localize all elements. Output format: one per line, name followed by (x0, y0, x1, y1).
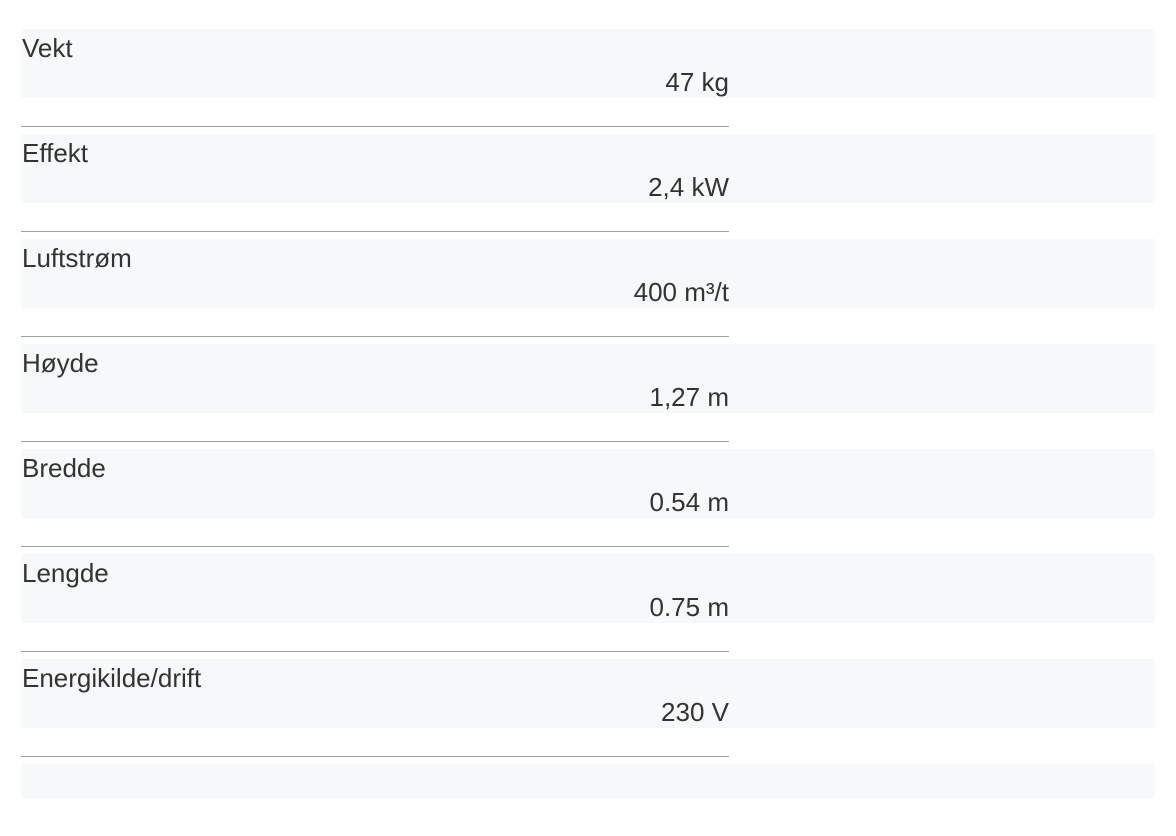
spec-row: Vekt 47 kg (21, 29, 1155, 134)
row-divider (21, 126, 729, 127)
spec-row: Energikilde/drift 230 V (21, 659, 1155, 764)
spec-label: Energikilde/drift (22, 663, 202, 693)
spec-label: Lengde (22, 558, 109, 588)
spec-row-background (21, 659, 1155, 728)
spec-value: 47 kg (665, 67, 729, 97)
spec-row-background (21, 29, 1155, 98)
row-divider (21, 231, 729, 232)
row-divider (21, 441, 729, 442)
row-divider (21, 756, 729, 757)
spec-label: Luftstrøm (22, 243, 132, 273)
spec-label: Vekt (22, 33, 73, 63)
spec-row: Effekt 2,4 kW (21, 134, 1155, 239)
spec-row: Høyde 1,27 m (21, 344, 1155, 449)
spec-value: 0.54 m (649, 487, 730, 517)
spec-row-background (21, 554, 1155, 623)
spec-value: 230 V (661, 697, 729, 727)
spec-row-empty (21, 764, 1155, 798)
spec-value: 2,4 kW (648, 172, 729, 202)
spec-value: 400 m³/t (633, 277, 729, 307)
spec-value: 0.75 m (649, 592, 730, 622)
row-divider (21, 651, 729, 652)
spec-label: Bredde (22, 453, 106, 483)
row-divider (21, 546, 729, 547)
spec-label: Effekt (22, 138, 89, 168)
spec-row: Luftstrøm 400 m³/t (21, 239, 1155, 344)
row-divider (21, 336, 729, 337)
spec-row-background (21, 239, 1155, 308)
spec-row: Lengde 0.75 m (21, 554, 1155, 659)
spec-label: Høyde (22, 348, 99, 378)
spec-value: 1,27 m (649, 382, 730, 412)
spec-row-background (21, 449, 1155, 518)
spec-row-background (21, 134, 1155, 203)
spec-row: Bredde 0.54 m (21, 449, 1155, 554)
spec-row-background (21, 344, 1155, 413)
